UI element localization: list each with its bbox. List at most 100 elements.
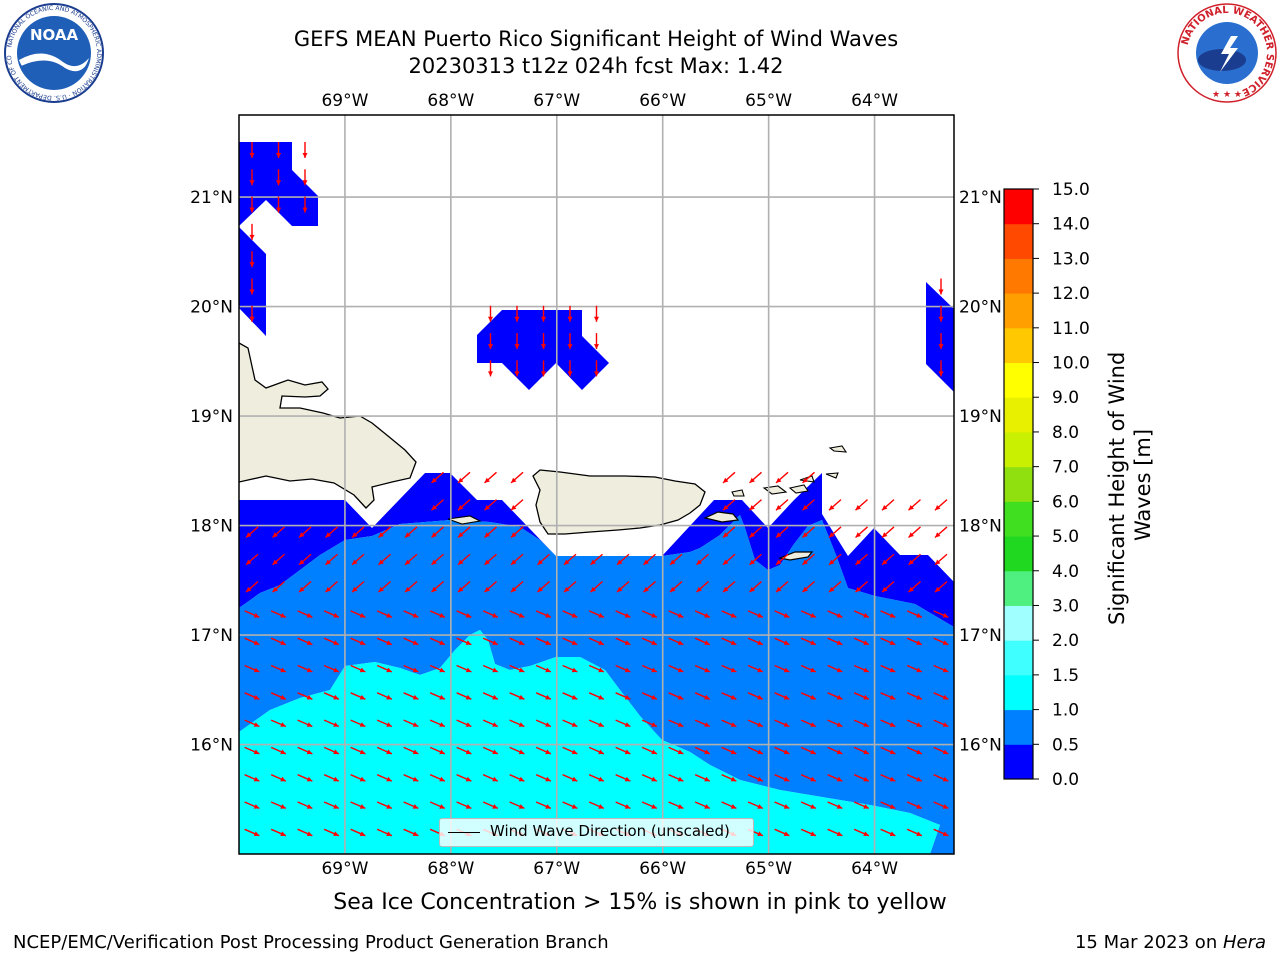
- wave-direction-arrowhead: [439, 613, 445, 618]
- wave-direction-arrowhead: [942, 694, 949, 700]
- wave-contour-0-0.5: [239, 473, 954, 627]
- wave-direction-arrowhead: [783, 694, 790, 700]
- wave-direction-arrowhead: [624, 749, 631, 755]
- wave-direction-arrowhead: [276, 180, 281, 186]
- wave-direction-arrowhead: [598, 722, 604, 727]
- colorbar-segment: [1004, 536, 1033, 572]
- colorbar-segment: [1004, 709, 1033, 745]
- lat-tick-label: 21°N: [190, 188, 233, 208]
- wave-direction-arrowhead: [757, 722, 763, 727]
- wave-direction-arrowhead: [889, 749, 896, 755]
- wave-direction-arrowhead: [889, 804, 896, 809]
- wave-direction-arrowhead: [730, 749, 737, 755]
- colorbar-tick-label: 4.0: [1052, 562, 1079, 582]
- wave-direction-arrowhead: [541, 371, 546, 377]
- wave-direction-arrowhead: [253, 776, 260, 782]
- wave-direction-arrowhead: [333, 667, 339, 673]
- wave-direction-arrowhead: [405, 532, 411, 538]
- wave-direction-arrowhead: [938, 371, 944, 377]
- wave-direction-arrowhead: [810, 667, 816, 673]
- wave-direction-arrowhead: [730, 694, 737, 700]
- wave-direction-arrowhead: [567, 344, 573, 350]
- lat-tick-label: 21°N: [959, 188, 1002, 208]
- legend-line-swatch: [448, 832, 480, 833]
- wave-direction-arrowhead: [518, 722, 525, 727]
- lon-tick-label: 68°W: [427, 859, 474, 879]
- wave-direction-arrowhead: [624, 613, 631, 618]
- wave-direction-arrowhead: [677, 667, 684, 673]
- wave-direction-arrowhead: [677, 613, 684, 618]
- wave-direction-arrowhead: [412, 749, 419, 755]
- wave-direction-arrowhead: [405, 559, 411, 565]
- lon-tick-label: 65°W: [745, 91, 792, 111]
- wave-direction-arrowhead: [802, 586, 808, 593]
- wave-direction-arrowhead: [325, 586, 331, 593]
- wave-direction-arrowhead: [757, 694, 763, 700]
- lon-tick-label: 64°W: [851, 91, 898, 111]
- wave-direction-arrowhead: [253, 722, 260, 727]
- wave-direction-arrowhead: [280, 694, 286, 700]
- wave-direction-arrowhead: [280, 831, 286, 836]
- wave-direction-arrowhead: [537, 586, 543, 593]
- wave-direction-arrowhead: [757, 831, 763, 836]
- wave-direction-arrowhead: [783, 804, 790, 809]
- wave-direction-arrowhead: [863, 776, 869, 782]
- wave-direction-arrowhead: [935, 505, 941, 511]
- wave-direction-arrowhead: [439, 722, 445, 727]
- wave-direction-arrowhead: [810, 776, 816, 782]
- wave-direction-arrowhead: [730, 804, 737, 809]
- wave-direction-arrowhead: [836, 613, 843, 618]
- wave-direction-arrowhead: [352, 532, 358, 538]
- wave-direction-arrowhead: [511, 586, 517, 593]
- wave-direction-arrowhead: [855, 532, 861, 538]
- wave-direction-arrowhead: [272, 559, 278, 565]
- wave-direction-arrowhead: [836, 804, 843, 809]
- colorbar-segment: [1004, 744, 1033, 780]
- wave-direction-arrowhead: [836, 831, 843, 836]
- wave-direction-arrowhead: [386, 694, 392, 700]
- colorbar-segment: [1004, 258, 1033, 294]
- wave-direction-arrowhead: [651, 694, 657, 700]
- wave-direction-arrowhead: [730, 776, 737, 782]
- wave-direction-arrowhead: [518, 694, 525, 700]
- colorbar-segment: [1004, 327, 1033, 364]
- colorbar-tick-label: 1.0: [1052, 701, 1079, 721]
- wave-direction-arrowhead: [889, 776, 896, 782]
- map-frame: [238, 114, 955, 855]
- colorbar-segment: [1004, 189, 1033, 225]
- wave-direction-arrowhead: [783, 749, 790, 755]
- wind-wave-arrows: [244, 142, 949, 837]
- chart-title: GEFS MEAN Puerto Rico Significant Height…: [293, 27, 899, 51]
- wave-direction-arrowhead: [624, 640, 631, 645]
- wave-direction-arrowhead: [333, 694, 339, 700]
- wave-direction-arrowhead: [439, 804, 445, 809]
- colorbar-tick-label: 13.0: [1052, 249, 1090, 269]
- wave-direction-arrowhead: [511, 559, 517, 565]
- wave-direction-arrowhead: [730, 722, 737, 727]
- wave-direction-arrowhead: [643, 559, 649, 565]
- wave-direction-arrowhead: [942, 749, 949, 755]
- wave-direction-arrowhead: [836, 749, 843, 755]
- wave-direction-arrowhead: [571, 613, 578, 618]
- wave-direction-arrowhead: [458, 477, 464, 483]
- wave-direction-arrowhead: [518, 640, 525, 645]
- wave-direction-arrowhead: [783, 722, 790, 727]
- wave-direction-arrowhead: [882, 559, 888, 565]
- wave-direction-arrowhead: [359, 613, 366, 618]
- wave-direction-arrowhead: [776, 586, 782, 593]
- wave-direction-arrowhead: [564, 559, 570, 565]
- wave-direction-arrowhead: [439, 667, 445, 673]
- wave-direction-arrowhead: [670, 559, 676, 565]
- wave-direction-arrowhead: [942, 722, 949, 727]
- wave-direction-arrowhead: [386, 613, 392, 618]
- wave-direction-arrowhead: [935, 532, 941, 538]
- wave-direction-arrowhead: [518, 804, 525, 809]
- wave-direction-arrowhead: [783, 613, 790, 618]
- wave-direction-arrowhead: [439, 776, 445, 782]
- wave-direction-arrowhead: [518, 776, 525, 782]
- wave-direction-arrowhead: [571, 640, 578, 645]
- wave-direction-arrowhead: [492, 722, 498, 727]
- gridlines: [239, 115, 954, 854]
- wave-direction-arrowhead: [567, 316, 573, 322]
- colorbar-tick-label: 1.5: [1052, 666, 1079, 686]
